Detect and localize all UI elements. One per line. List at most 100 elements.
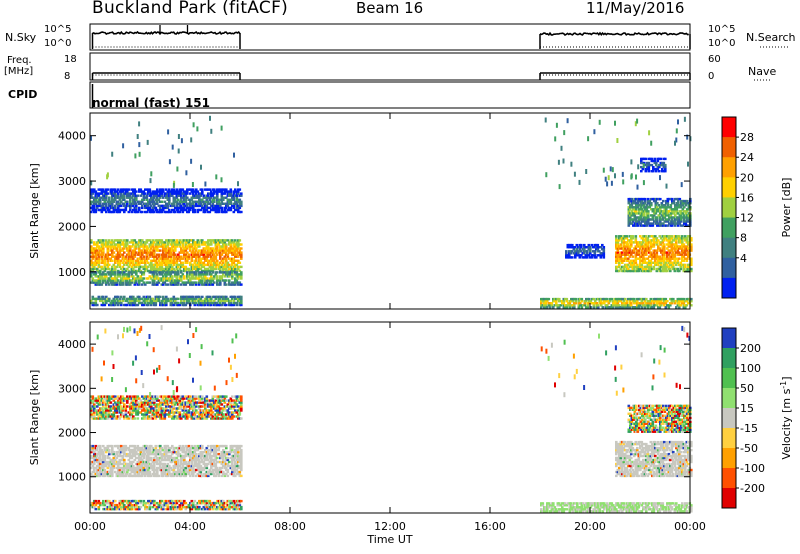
power-cell bbox=[199, 194, 203, 197]
power-cell bbox=[627, 210, 631, 213]
power-cell bbox=[175, 283, 179, 286]
power-cell bbox=[148, 190, 152, 193]
power-cell bbox=[109, 303, 113, 307]
power-cell bbox=[634, 257, 638, 260]
power-cell bbox=[148, 210, 152, 214]
power-cell bbox=[660, 243, 663, 246]
power-cell bbox=[589, 252, 592, 255]
power-cell bbox=[90, 267, 93, 271]
power-cell bbox=[175, 245, 179, 248]
power-cell bbox=[172, 281, 176, 284]
power-cell bbox=[150, 303, 153, 307]
power-cell bbox=[204, 275, 207, 278]
power-cell bbox=[202, 299, 206, 303]
power-cell bbox=[157, 277, 161, 280]
power-cell bbox=[166, 265, 170, 269]
power-cell bbox=[138, 283, 141, 286]
velocity-cell bbox=[189, 407, 192, 410]
velocity-cell bbox=[150, 407, 153, 410]
power-cell bbox=[141, 251, 144, 254]
power-cell bbox=[165, 188, 168, 191]
power-cell bbox=[154, 283, 158, 286]
power-cell bbox=[201, 198, 204, 201]
power-cell bbox=[677, 204, 680, 207]
power-cell bbox=[127, 283, 131, 286]
velocity-cell bbox=[177, 397, 180, 400]
power-cell bbox=[565, 304, 569, 307]
power-cell bbox=[616, 257, 620, 260]
power-cell bbox=[583, 250, 586, 253]
power-cell bbox=[204, 259, 207, 262]
power-cell bbox=[162, 253, 165, 256]
power-cell bbox=[632, 199, 635, 203]
power-cell bbox=[583, 256, 586, 259]
power-cell bbox=[669, 216, 673, 219]
power-cell bbox=[672, 212, 676, 215]
power-cell bbox=[681, 245, 684, 248]
power-cell bbox=[100, 208, 104, 212]
power-cell bbox=[675, 197, 679, 201]
power-cell bbox=[235, 249, 239, 252]
power-cell bbox=[669, 261, 672, 264]
power-cell bbox=[629, 216, 632, 219]
power-cell bbox=[207, 279, 210, 282]
power-cell bbox=[148, 253, 152, 256]
power-cell bbox=[159, 204, 162, 208]
power-cell bbox=[647, 157, 651, 161]
power-cell bbox=[636, 243, 639, 246]
power-cell bbox=[237, 255, 240, 258]
power-cell bbox=[117, 301, 120, 305]
power-cell bbox=[195, 281, 198, 284]
power-cell bbox=[175, 194, 179, 197]
power-cell bbox=[641, 218, 644, 221]
power-cell bbox=[654, 222, 658, 225]
power-cell bbox=[667, 235, 671, 238]
power-cell bbox=[183, 303, 186, 307]
power-cell bbox=[162, 241, 165, 244]
power-cell bbox=[94, 208, 98, 212]
power-cell bbox=[163, 281, 167, 284]
power-cell bbox=[102, 253, 105, 256]
power-cell bbox=[660, 302, 663, 305]
power-cell bbox=[153, 273, 156, 276]
power-cell bbox=[223, 239, 227, 242]
power-cell bbox=[151, 243, 155, 246]
power-cell bbox=[222, 269, 225, 273]
power-cell bbox=[99, 204, 102, 208]
power-cell bbox=[100, 257, 104, 260]
power-cell bbox=[174, 245, 177, 248]
power-cell bbox=[118, 251, 122, 254]
power-cell bbox=[171, 188, 174, 191]
power-cell bbox=[223, 267, 227, 271]
power-cell bbox=[96, 275, 99, 278]
power-cell bbox=[138, 297, 141, 301]
power-cell bbox=[145, 202, 149, 205]
power-cell bbox=[687, 220, 691, 223]
power-cell bbox=[144, 269, 147, 273]
power-cell bbox=[640, 245, 644, 248]
power-cell bbox=[201, 263, 204, 267]
power-cell bbox=[192, 301, 195, 305]
power-sparse-cell bbox=[585, 169, 588, 174]
velocity-cell bbox=[124, 407, 128, 410]
power-cell bbox=[141, 200, 144, 203]
power-cell bbox=[108, 277, 111, 280]
power-cell bbox=[654, 259, 657, 262]
velocity-cell bbox=[108, 407, 111, 410]
power-cell bbox=[574, 302, 578, 305]
power-cell bbox=[169, 275, 173, 278]
power-cell bbox=[643, 257, 647, 260]
power-cell bbox=[130, 301, 134, 305]
power-cell bbox=[163, 257, 167, 260]
power-cell bbox=[130, 204, 134, 208]
power-cell bbox=[540, 300, 543, 303]
power-cell bbox=[181, 239, 185, 242]
power-cell bbox=[645, 212, 649, 215]
velocity-cell bbox=[105, 409, 108, 412]
power-cell bbox=[112, 301, 116, 305]
power-cell bbox=[656, 159, 660, 163]
velocity-cell bbox=[108, 395, 111, 398]
power-cell bbox=[208, 206, 212, 210]
power-cell bbox=[225, 196, 228, 199]
power-cell bbox=[183, 255, 186, 258]
